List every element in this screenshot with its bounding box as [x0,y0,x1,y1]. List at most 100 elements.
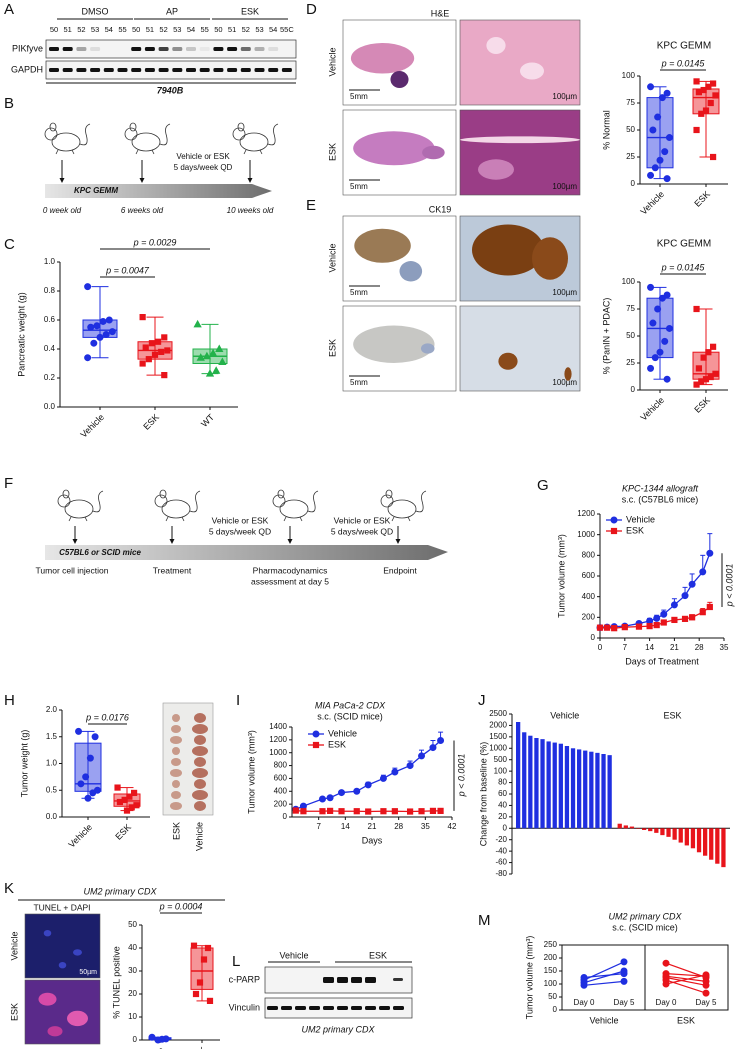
timepoint-label: Day 0 [574,998,595,1007]
band [240,47,251,51]
label: Tumor cell injection [36,565,109,575]
x-tick-label: 28 [394,822,403,831]
mouse-ear [129,122,137,132]
tissue [353,131,435,166]
x-tick-label: WT [199,412,216,429]
data-point [681,615,689,622]
data-point [671,616,678,624]
band [254,68,265,72]
bar [570,748,576,829]
x-tick-label: 14 [645,643,654,652]
timeline-arrow [45,184,272,198]
x-tick-label: ESK [113,822,133,842]
data-point [658,94,666,102]
data-point [164,347,171,354]
y-tick-label: 0.0 [46,812,58,821]
bar [709,828,714,860]
x-tick-label: 28 [695,643,704,652]
y-tick-label: 0 [283,812,288,821]
panel-letter: M [478,912,491,929]
y-tick-label: 50 [626,125,635,134]
data-point [379,774,387,782]
tumor [172,747,180,755]
data-point [126,793,133,800]
panel-letter: C [4,236,15,253]
bar [629,826,635,829]
band [144,47,155,51]
data-point [665,324,673,332]
mouse-tail [92,490,104,513]
y-tick-label: 75 [626,304,635,313]
data-point [712,92,719,99]
y-tick-label: 0.6 [44,315,56,324]
bar [660,828,665,836]
x-tick-label: 14 [341,822,350,831]
data-point [196,353,205,361]
panel-letter: B [4,95,14,112]
x-tick-label: Vehicle [78,412,106,440]
data-point [130,789,138,797]
data-point [139,314,146,321]
data-point [406,762,414,770]
label: UM2 primary CDX [301,1024,375,1034]
lane-label: 52 [242,25,250,34]
label: 5mm [350,288,368,297]
mouse-icon [154,489,201,522]
data-point [151,351,159,358]
y-tick-label: 0.0 [44,402,56,411]
mouse-legs [165,516,185,522]
data-point [380,808,387,815]
mouse-body [239,132,269,152]
bar [577,749,582,829]
mouse-head [124,127,138,141]
lane-label: 50 [50,25,58,34]
y-tick-label: 800 [274,761,288,770]
data-point [145,356,152,363]
bar [595,752,600,829]
data-point [693,305,700,313]
label: 100µm [552,378,577,387]
bar [583,750,588,829]
mouse-tail [307,490,319,513]
y-tick-label: 2000 [489,721,507,730]
lane-label: 50 [132,25,140,34]
data-point [699,609,706,616]
label: assessment at day 5 [251,576,329,586]
mouse-legs [283,516,303,522]
label: 5 days/week QD [174,163,233,172]
data-point [658,294,666,302]
arrow-head [72,539,78,544]
group-label: Vehicle [589,1015,618,1025]
p-value: p < 0.0001 [724,564,734,608]
tissue [73,949,82,956]
y-tick-label: 2500 [489,709,507,718]
panel-letter: D [306,1,317,18]
data-point [653,614,661,622]
data-point [611,625,618,632]
lane-label: 51 [228,25,236,34]
data-point [114,784,121,791]
micrograph [459,109,581,196]
data-point [646,623,653,630]
data-point [663,291,671,299]
mouse-ear [62,489,70,499]
bar [564,746,570,829]
label: AP [166,6,178,16]
y-tick-label: 0.4 [44,344,56,353]
protein-label: GAPDH [11,64,43,74]
pair-line [583,973,625,979]
data-point [84,283,92,291]
band [199,47,210,51]
data-point [647,83,655,91]
data-point [75,727,83,735]
bar [715,828,720,864]
y-tick-label: 1500 [489,732,507,741]
data-point [212,366,221,374]
band [295,1006,306,1010]
data-point [662,980,670,988]
tumor [194,757,206,767]
data-point [702,989,710,997]
y-tick-label: 25 [626,152,635,161]
data-point [154,1036,162,1044]
data-point [693,78,700,85]
